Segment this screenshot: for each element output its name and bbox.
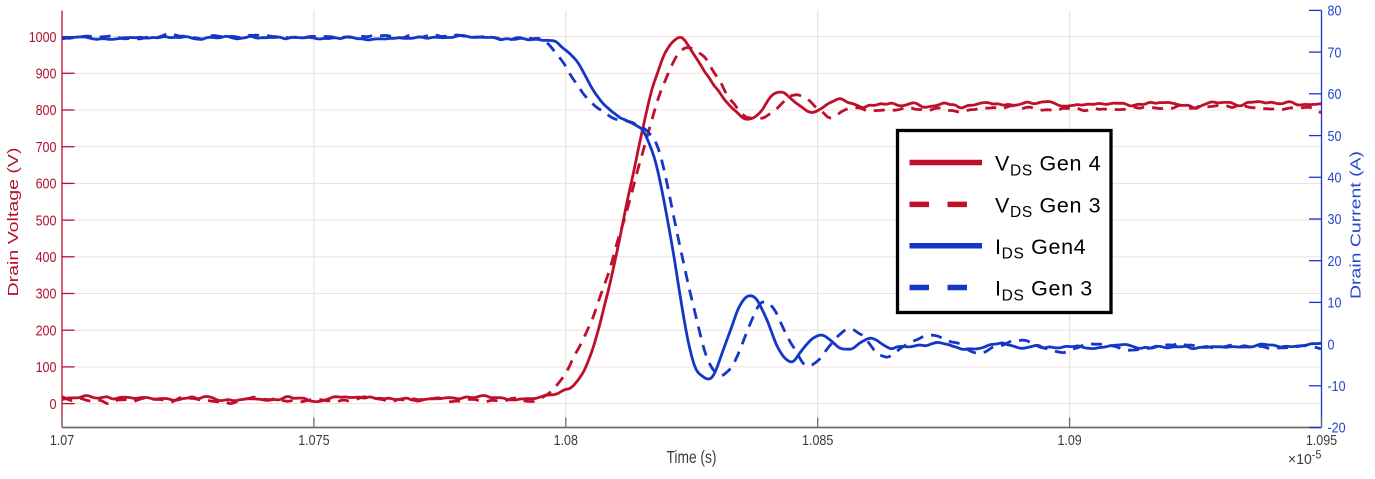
svg-text:1.08: 1.08 [554, 433, 578, 449]
svg-text:80: 80 [1328, 4, 1342, 20]
svg-text:600: 600 [36, 177, 57, 193]
svg-text:60: 60 [1328, 87, 1342, 103]
svg-text:0: 0 [1328, 337, 1335, 353]
svg-text:30: 30 [1328, 212, 1342, 228]
svg-text:1000: 1000 [29, 30, 57, 46]
svg-text:100: 100 [36, 360, 57, 376]
svg-text:800: 800 [36, 103, 57, 119]
svg-text:1.085: 1.085 [802, 433, 833, 449]
svg-text:Drain Current (A): Drain Current (A) [1349, 151, 1365, 299]
svg-text:Drain Voltage (V): Drain Voltage (V) [6, 147, 22, 296]
svg-text:200: 200 [36, 323, 57, 339]
svg-text:500: 500 [36, 213, 57, 229]
svg-text:300: 300 [36, 287, 57, 303]
svg-text:400: 400 [36, 250, 57, 266]
svg-text:1.07: 1.07 [50, 433, 74, 449]
svg-text:20: 20 [1328, 254, 1342, 270]
svg-text:1.09: 1.09 [1057, 433, 1081, 449]
svg-text:Time (s): Time (s) [667, 447, 717, 467]
svg-text:70: 70 [1328, 45, 1342, 61]
svg-text:50: 50 [1328, 129, 1342, 145]
svg-text:40: 40 [1328, 171, 1342, 187]
svg-text:-10: -10 [1328, 379, 1346, 395]
svg-text:10: 10 [1328, 296, 1342, 312]
svg-text:1.075: 1.075 [298, 433, 329, 449]
svg-text:900: 900 [36, 67, 57, 83]
svg-text:-20: -20 [1328, 421, 1346, 437]
svg-text:0: 0 [50, 397, 57, 413]
svg-text:1.095: 1.095 [1306, 433, 1337, 449]
svg-text:700: 700 [36, 140, 57, 156]
